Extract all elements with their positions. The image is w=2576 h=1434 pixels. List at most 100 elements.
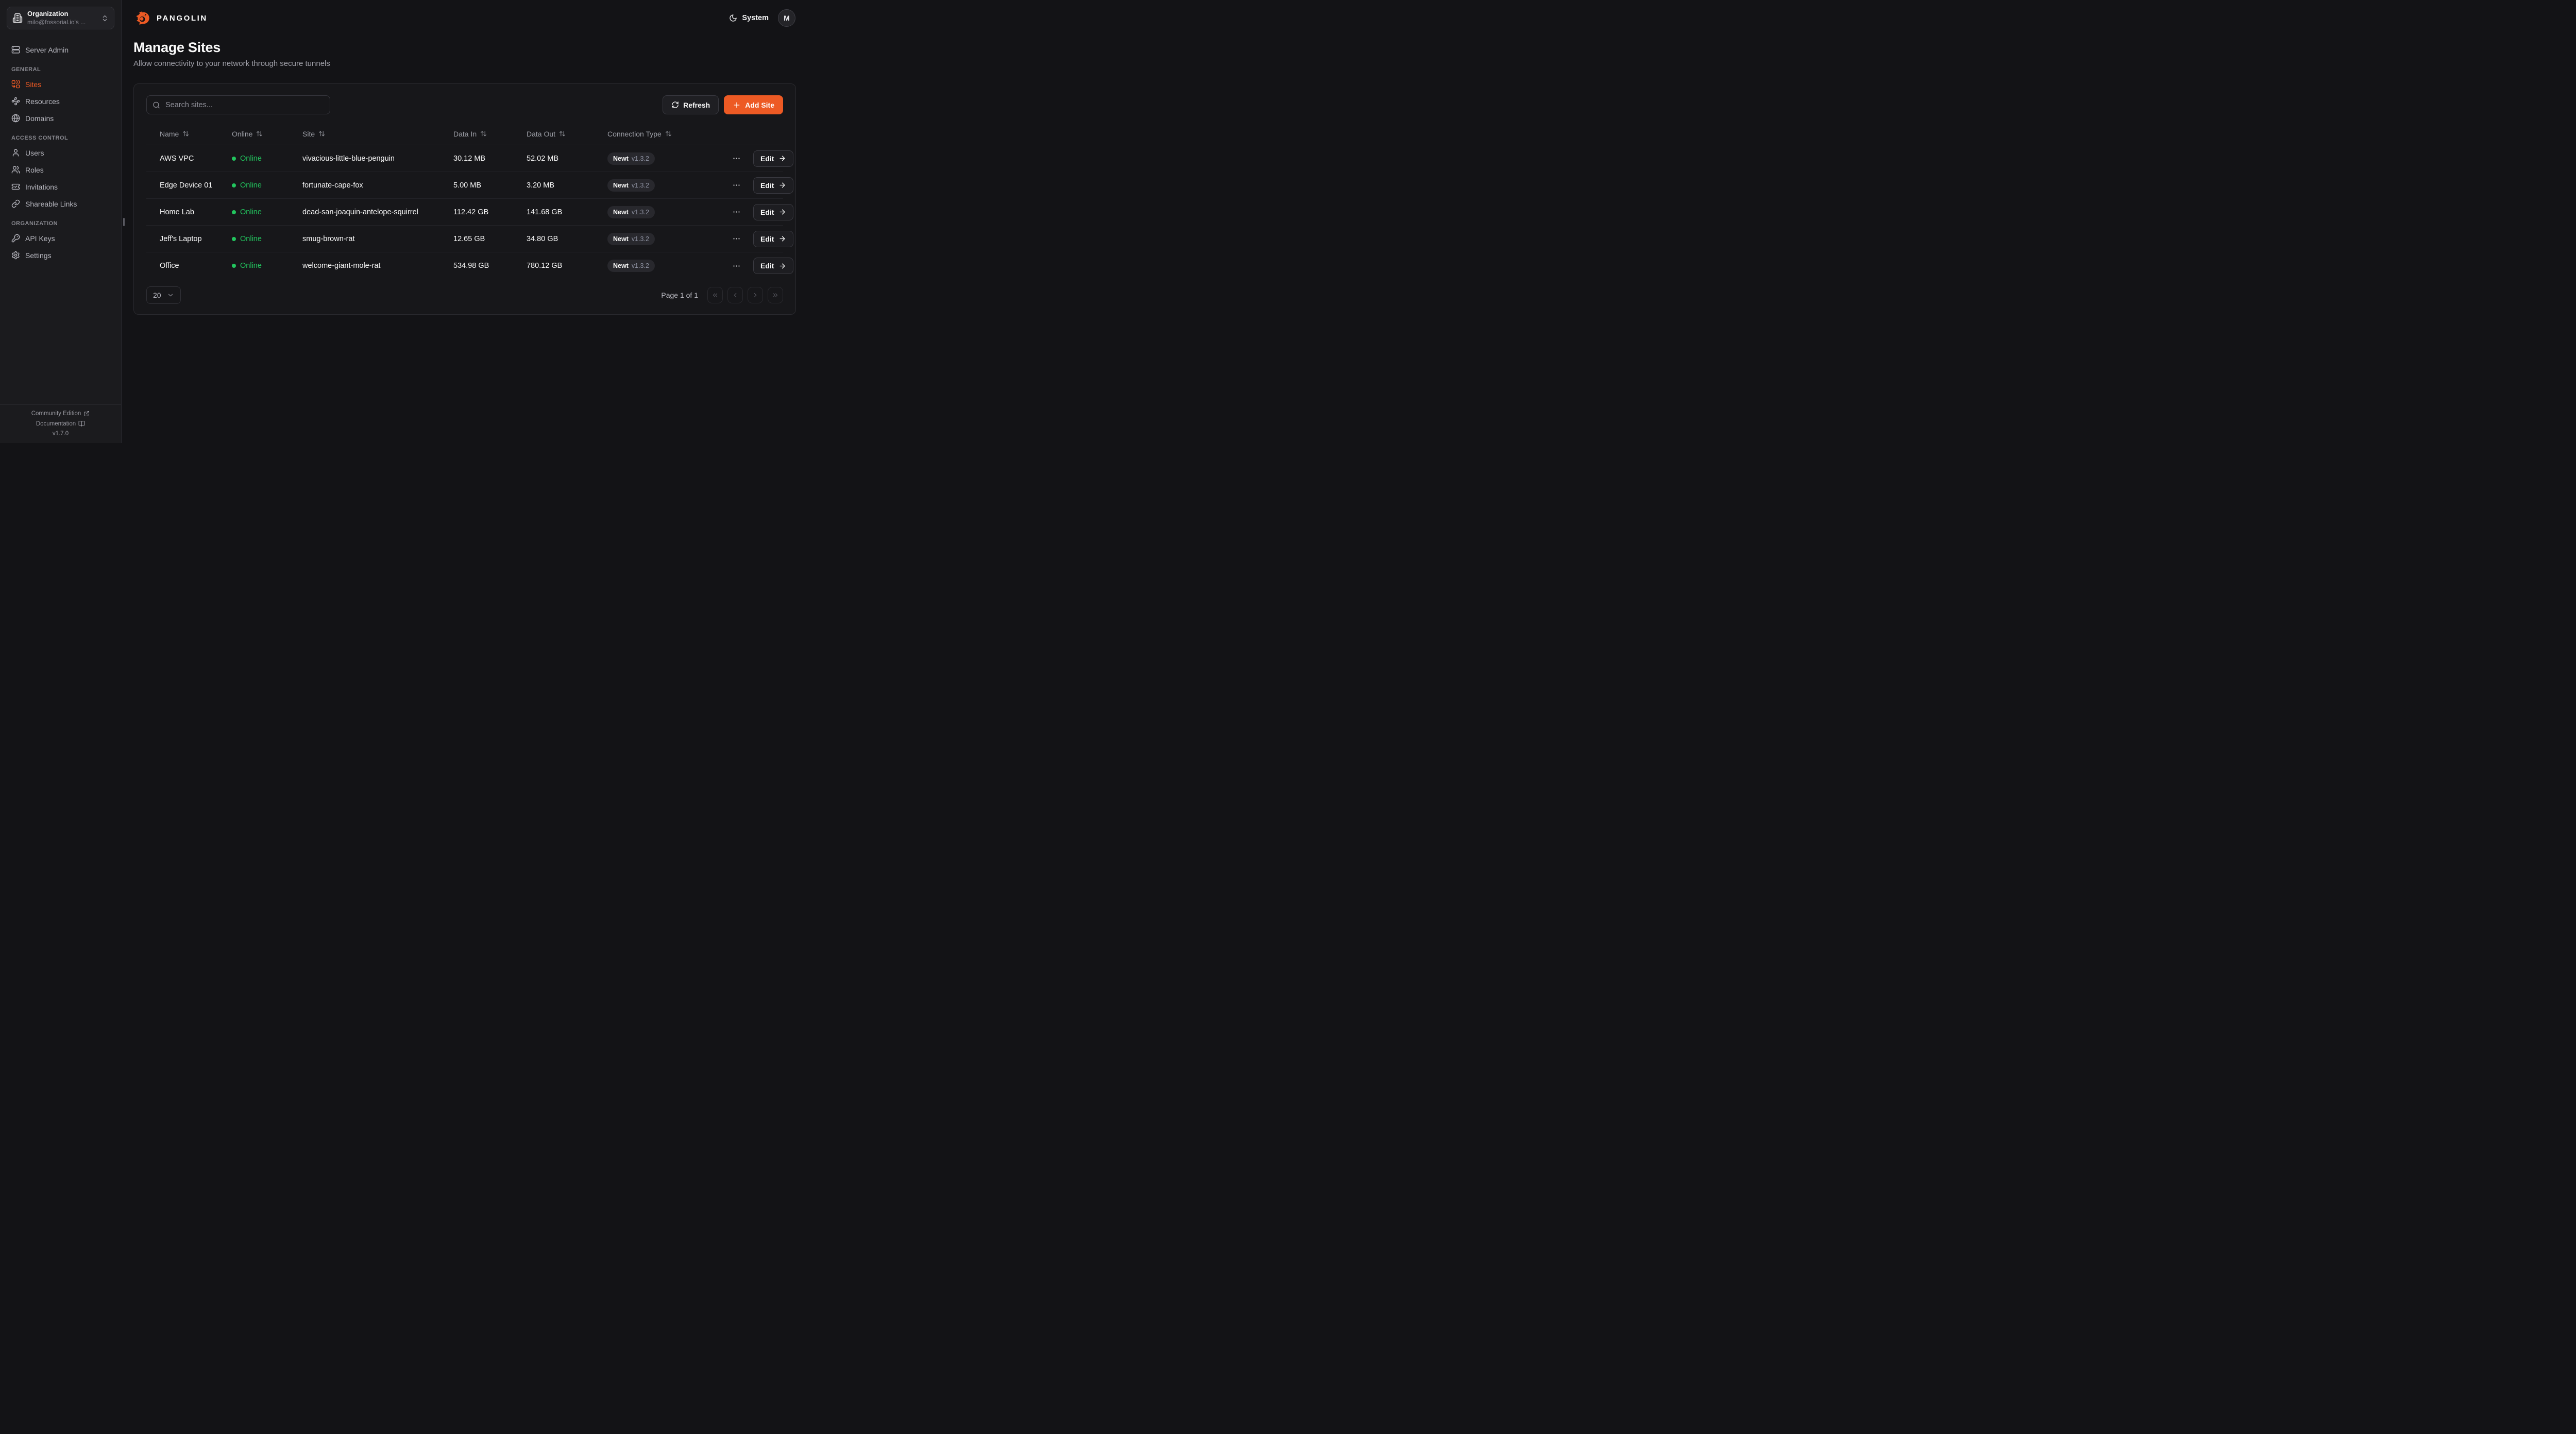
previous-page-button[interactable]: [727, 287, 743, 303]
sidebar-item-server-admin[interactable]: Server Admin: [7, 41, 114, 58]
sidebar-item-label: Users: [25, 148, 44, 157]
site-name: AWS VPC: [160, 154, 194, 163]
site-slug: dead-san-joaquin-antelope-squirrel: [302, 208, 418, 216]
sidebar-footer: Community Edition Documentation v1.7.0: [0, 404, 121, 443]
ellipsis-icon: [732, 208, 741, 216]
pagination: Page 1 of 1: [661, 287, 783, 303]
site-name: Jeff's Laptop: [160, 234, 202, 243]
page-indicator: Page 1 of 1: [661, 291, 698, 299]
brand-logo[interactable]: PANGOLIN: [133, 9, 208, 27]
community-edition-link[interactable]: Community Edition: [4, 411, 117, 417]
column-header-online[interactable]: Online: [232, 130, 302, 138]
sidebar-item-label: Invitations: [25, 182, 58, 191]
sidebar-item-sites[interactable]: Sites: [7, 76, 114, 93]
column-header-data-in[interactable]: Data In: [453, 130, 527, 138]
row-menu-button[interactable]: [732, 181, 741, 190]
theme-toggle[interactable]: System: [729, 14, 769, 22]
row-actions: Edit: [732, 150, 798, 167]
moon-icon: [729, 14, 737, 22]
user-icon: [11, 148, 20, 157]
version-label: v1.7.0: [52, 431, 69, 437]
site-slug: smug-brown-rat: [302, 234, 355, 243]
ellipsis-icon: [732, 181, 741, 190]
sidebar-item-shareable-links[interactable]: Shareable Links: [7, 195, 114, 212]
community-edition-label[interactable]: Community Edition: [31, 411, 81, 417]
sort-icon: [256, 130, 263, 137]
refresh-label: Refresh: [683, 100, 710, 109]
connection-type-badge: Newt v1.3.2: [607, 152, 655, 165]
sidebar-section-general: GENERAL: [11, 66, 41, 73]
column-header-data-out[interactable]: Data Out: [527, 130, 607, 138]
sidebar-item-domains[interactable]: Domains: [7, 110, 114, 127]
theme-label: System: [742, 14, 769, 22]
avatar-initial: M: [784, 14, 790, 22]
page-title: Manage Sites: [133, 40, 221, 55]
row-menu-button[interactable]: [732, 262, 741, 270]
top-bar: PANGOLIN System M: [122, 0, 808, 27]
globe-icon: [11, 114, 20, 123]
edit-button[interactable]: Edit: [753, 203, 794, 220]
sort-icon: [559, 130, 566, 137]
edit-button[interactable]: Edit: [753, 230, 794, 247]
site-slug: fortunate-cape-fox: [302, 181, 363, 190]
key-icon: [11, 234, 20, 243]
table-header-row: Name Online Site Data In: [146, 123, 783, 145]
users-icon: [11, 165, 20, 174]
sidebar-item-api-keys[interactable]: API Keys: [7, 230, 114, 247]
sidebar-item-settings[interactable]: Settings: [7, 247, 114, 264]
last-page-button[interactable]: [768, 287, 783, 303]
sidebar-resize-handle[interactable]: [123, 218, 125, 226]
sidebar-section-access-control: ACCESS CONTROL: [11, 135, 69, 141]
site-status: Online: [232, 155, 302, 163]
chevron-right-icon: [752, 292, 759, 299]
documentation-label[interactable]: Documentation: [36, 420, 76, 427]
row-menu-button[interactable]: [732, 154, 741, 163]
site-name: Office: [160, 262, 179, 270]
page-header: Manage Sites Allow connectivity to your …: [122, 27, 808, 68]
documentation-link[interactable]: Documentation: [4, 420, 117, 427]
data-in: 112.42 GB: [453, 208, 489, 216]
add-site-button[interactable]: Add Site: [724, 95, 783, 114]
ellipsis-icon: [732, 234, 741, 243]
sort-icon: [182, 130, 189, 137]
sidebar-section-organization: ORGANIZATION: [11, 220, 58, 227]
column-header-name[interactable]: Name: [160, 130, 232, 138]
connection-type-badge: Newt v1.3.2: [607, 206, 655, 218]
waypoints-icon: [11, 97, 20, 106]
column-header-connection-type[interactable]: Connection Type: [607, 130, 732, 138]
external-link-icon: [83, 411, 90, 417]
table-row: Office Online welcome-giant-mole-rat 534…: [146, 252, 794, 279]
sidebar: Organization milo@fossorial.io's ... Ser…: [0, 0, 122, 443]
ticket-check-icon: [11, 182, 20, 191]
edit-button[interactable]: Edit: [753, 258, 794, 274]
search-input[interactable]: [146, 95, 330, 114]
column-header-site[interactable]: Site: [302, 130, 453, 138]
sidebar-item-label: Resources: [25, 97, 60, 106]
arrow-right-icon: [778, 235, 786, 243]
sidebar-item-label: Shareable Links: [25, 199, 77, 208]
data-out: 141.68 GB: [527, 208, 563, 216]
sidebar-item-invitations[interactable]: Invitations: [7, 178, 114, 195]
connection-type-badge: Newt v1.3.2: [607, 260, 655, 272]
refresh-button[interactable]: Refresh: [663, 95, 719, 114]
sidebar-item-roles[interactable]: Roles: [7, 161, 114, 178]
connection-type-badge: Newt v1.3.2: [607, 179, 655, 192]
site-slug: vivacious-little-blue-penguin: [302, 154, 395, 163]
edit-button[interactable]: Edit: [753, 177, 794, 194]
sidebar-item-resources[interactable]: Resources: [7, 93, 114, 110]
link-icon: [11, 199, 20, 208]
sidebar-item-users[interactable]: Users: [7, 144, 114, 161]
avatar[interactable]: M: [778, 9, 795, 27]
row-menu-button[interactable]: [732, 234, 741, 243]
data-out: 3.20 MB: [527, 181, 554, 190]
next-page-button[interactable]: [748, 287, 763, 303]
first-page-button[interactable]: [707, 287, 723, 303]
connection-type-badge: Newt v1.3.2: [607, 232, 655, 245]
org-switcher[interactable]: Organization milo@fossorial.io's ...: [7, 7, 114, 29]
row-menu-button[interactable]: [732, 208, 741, 216]
refresh-icon: [671, 101, 679, 109]
edit-button[interactable]: Edit: [753, 150, 794, 167]
sort-icon: [318, 130, 325, 137]
page-size-select[interactable]: 20: [146, 286, 181, 304]
arrow-right-icon: [778, 208, 786, 216]
